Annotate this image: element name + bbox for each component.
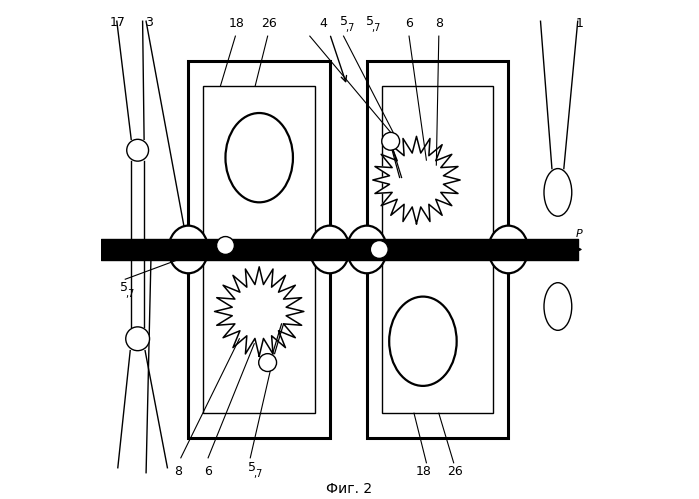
Ellipse shape [389, 296, 456, 386]
Ellipse shape [347, 226, 387, 273]
Text: 18: 18 [229, 17, 245, 30]
Text: 8: 8 [435, 17, 442, 30]
Ellipse shape [226, 113, 293, 202]
Text: 5: 5 [120, 281, 128, 294]
Text: 17: 17 [110, 16, 126, 29]
Text: 8: 8 [174, 465, 182, 478]
Circle shape [127, 139, 149, 161]
Text: 3: 3 [145, 16, 153, 29]
Ellipse shape [489, 226, 528, 273]
Polygon shape [373, 136, 460, 224]
Circle shape [382, 132, 400, 150]
Text: ,7: ,7 [345, 22, 354, 32]
Text: ,7: ,7 [125, 289, 134, 299]
Text: 5: 5 [340, 15, 347, 28]
Text: 26: 26 [261, 17, 277, 30]
Text: ,7: ,7 [253, 469, 262, 479]
Bar [188, 61, 330, 438]
Polygon shape [215, 267, 304, 356]
Text: 6: 6 [405, 17, 413, 30]
Circle shape [217, 237, 234, 254]
Ellipse shape [544, 169, 572, 216]
Text: Фиг. 2: Фиг. 2 [326, 482, 373, 496]
Text: ,7: ,7 [372, 22, 381, 32]
Ellipse shape [544, 283, 572, 330]
Circle shape [126, 327, 150, 351]
Bar [203, 86, 315, 413]
Bar [382, 86, 493, 413]
Text: 4: 4 [319, 17, 327, 30]
Text: 6: 6 [204, 465, 212, 478]
Text: 18: 18 [416, 465, 432, 478]
Bar [367, 61, 508, 438]
Text: 1: 1 [575, 17, 583, 30]
Text: 5: 5 [247, 461, 256, 474]
Circle shape [259, 354, 277, 372]
Circle shape [370, 241, 388, 258]
Text: 5: 5 [366, 15, 375, 28]
Ellipse shape [310, 226, 350, 273]
Text: P: P [575, 229, 582, 239]
Ellipse shape [168, 226, 208, 273]
Text: 26: 26 [447, 465, 463, 478]
